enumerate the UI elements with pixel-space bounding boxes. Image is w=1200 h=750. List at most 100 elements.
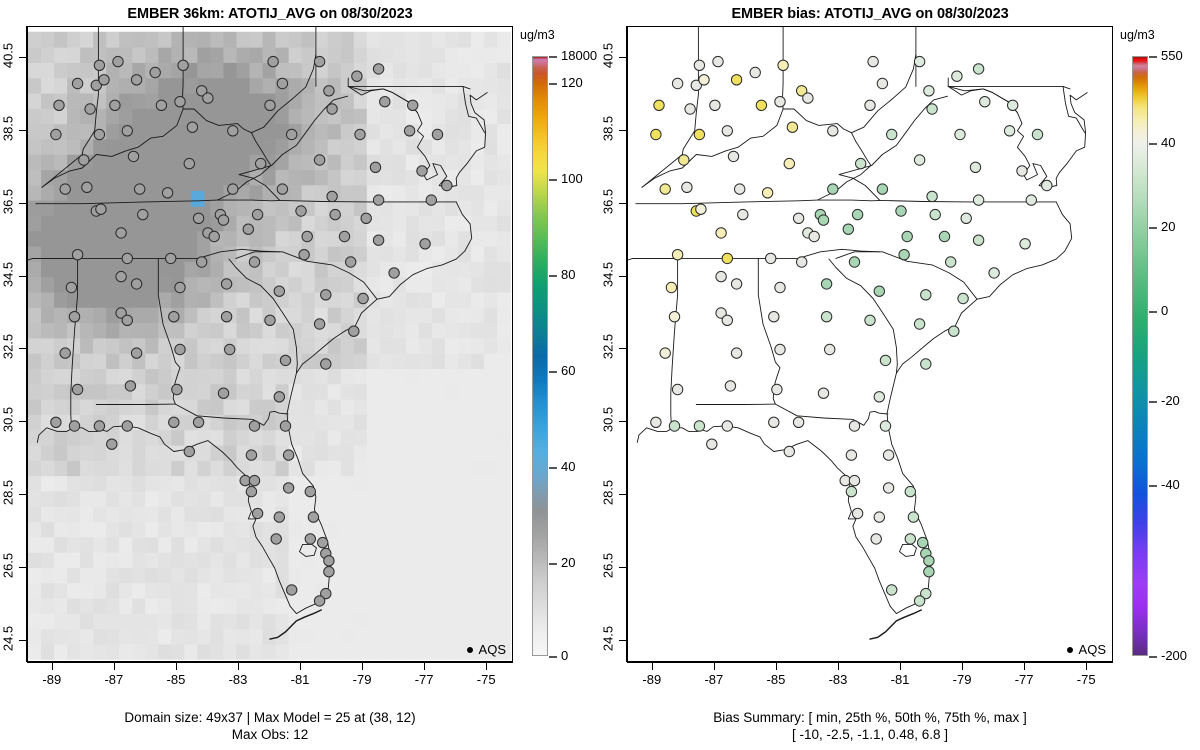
aqs-monitor-point[interactable] — [388, 267, 400, 279]
aqs-monitor-point[interactable] — [360, 212, 372, 225]
aqs-monitor-point[interactable] — [886, 584, 898, 596]
aqs-monitor-point[interactable] — [817, 387, 830, 399]
aqs-monitor-point[interactable] — [855, 157, 867, 170]
aqs-monitor-point[interactable] — [171, 383, 183, 396]
aqs-monitor-point[interactable] — [50, 128, 62, 141]
aqs-monitor-point[interactable] — [898, 249, 910, 261]
aqs-monitor-point[interactable] — [851, 507, 864, 520]
aqs-monitor-point[interactable] — [774, 343, 786, 356]
aqs-monitor-point[interactable] — [653, 99, 665, 112]
aqs-monitor-point[interactable] — [348, 325, 360, 337]
aqs-monitor-point[interactable] — [53, 99, 65, 112]
aqs-monitor-point[interactable] — [115, 307, 127, 319]
aqs-monitor-point[interactable] — [372, 63, 385, 75]
aqs-monitor-point[interactable] — [820, 278, 833, 290]
aqs-monitor-point[interactable] — [827, 125, 839, 137]
aqs-monitor-point[interactable] — [183, 157, 196, 170]
aqs-monitor-point[interactable] — [768, 311, 780, 323]
aqs-monitor-point[interactable] — [926, 190, 938, 203]
aqs-monitor-point[interactable] — [273, 391, 286, 403]
aqs-monitor-point[interactable] — [109, 99, 121, 112]
aqs-monitor-point[interactable] — [121, 125, 134, 137]
aqs-monitor-point[interactable] — [149, 66, 161, 79]
aqs-monitor-point[interactable] — [248, 474, 261, 487]
aqs-monitor-point[interactable] — [678, 154, 690, 166]
aqs-monitor-point[interactable] — [724, 380, 737, 392]
aqs-monitor-point[interactable] — [130, 278, 143, 290]
aqs-monitor-point[interactable] — [867, 55, 879, 68]
aqs-monitor-points[interactable] — [650, 55, 1053, 607]
aqs-monitor-point[interactable] — [901, 230, 913, 243]
aqs-monitor-point[interactable] — [730, 278, 743, 290]
aqs-monitor-point[interactable] — [93, 420, 106, 432]
aqs-monitor-point[interactable] — [165, 252, 177, 265]
aqs-monitor-point[interactable] — [295, 205, 307, 217]
aqs-monitor-point[interactable] — [217, 387, 230, 399]
aqs-monitor-point[interactable] — [923, 555, 935, 567]
aqs-monitor-point[interactable] — [845, 449, 858, 461]
aqs-monitor-point[interactable] — [93, 59, 106, 71]
aqs-monitor-point[interactable] — [50, 416, 62, 428]
aqs-monitor-point[interactable] — [851, 208, 864, 221]
aqs-monitor-point[interactable] — [715, 227, 727, 239]
aqs-monitor-point[interactable] — [796, 85, 808, 97]
aqs-monitor-point[interactable] — [155, 99, 168, 112]
aqs-monitor-point[interactable] — [304, 533, 316, 545]
aqs-monitor-point[interactable] — [721, 252, 734, 265]
aqs-monitor-point[interactable] — [690, 79, 703, 91]
aqs-monitor-point[interactable] — [920, 289, 932, 301]
aqs-monitor-point[interactable] — [270, 533, 282, 545]
aqs-monitor-point[interactable] — [264, 314, 276, 326]
model-map[interactable]: AQS — [27, 26, 513, 662]
aqs-monitor-point[interactable] — [957, 292, 969, 305]
aqs-monitor-point[interactable] — [917, 536, 929, 549]
aqs-monitor-point[interactable] — [734, 183, 746, 195]
aqs-monitor-point[interactable] — [681, 181, 693, 194]
aqs-monitor-point[interactable] — [71, 77, 84, 90]
aqs-monitor-point[interactable] — [870, 533, 882, 545]
aqs-monitor-point[interactable] — [671, 249, 684, 261]
aqs-monitor-point[interactable] — [808, 230, 820, 243]
aqs-monitor-point[interactable] — [979, 96, 991, 108]
aqs-monitor-point[interactable] — [715, 270, 727, 283]
aqs-monitor-point[interactable] — [715, 307, 727, 319]
aqs-monitor-point[interactable] — [161, 187, 174, 199]
aqs-monitor-point[interactable] — [320, 587, 332, 600]
aqs-monitor-point[interactable] — [286, 584, 298, 596]
aqs-monitor-point[interactable] — [774, 96, 786, 108]
aqs-monitor-point[interactable] — [907, 511, 920, 523]
aqs-monitor-point[interactable] — [323, 555, 335, 567]
aqs-monitor-point[interactable] — [264, 99, 276, 112]
aqs-monitor-point[interactable] — [255, 157, 267, 170]
aqs-monitor-point[interactable] — [298, 249, 310, 261]
aqs-monitor-point[interactable] — [317, 536, 329, 549]
aqs-monitor-point[interactable] — [845, 485, 858, 498]
aqs-monitor-point[interactable] — [668, 420, 681, 432]
aqs-monitor-point[interactable] — [251, 208, 264, 221]
aqs-monitor-point[interactable] — [245, 449, 258, 461]
aqs-monitor-point[interactable] — [379, 96, 391, 108]
aqs-monitor-point[interactable] — [737, 208, 749, 221]
aqs-monitor-point[interactable] — [817, 214, 830, 226]
aqs-monitor-point[interactable] — [276, 77, 289, 90]
aqs-monitor-point[interactable] — [882, 449, 895, 461]
aqs-monitor-point[interactable] — [864, 99, 876, 112]
aqs-monitor-point[interactable] — [441, 179, 453, 192]
aqs-monitor-point[interactable] — [954, 128, 966, 141]
aqs-monitor-point[interactable] — [127, 150, 140, 163]
aqs-monitor-point[interactable] — [920, 358, 932, 370]
aqs-monitor-point[interactable] — [357, 292, 369, 305]
aqs-monitor-point[interactable] — [904, 485, 916, 498]
aqs-monitor-point[interactable] — [78, 154, 90, 166]
aqs-monitor-point[interactable] — [183, 445, 196, 458]
aqs-monitor-point[interactable] — [659, 347, 671, 359]
aqs-monitor-point[interactable] — [895, 205, 907, 217]
aqs-monitor-point[interactable] — [1031, 128, 1044, 141]
aqs-monitor-point[interactable] — [945, 256, 957, 268]
aqs-monitor-point[interactable] — [115, 227, 127, 239]
aqs-monitor-point[interactable] — [802, 92, 814, 104]
aqs-monitor-point[interactable] — [403, 125, 416, 137]
aqs-monitor-point[interactable] — [425, 194, 437, 206]
aqs-monitor-point[interactable] — [721, 125, 734, 137]
aqs-monitor-point[interactable] — [848, 420, 861, 432]
